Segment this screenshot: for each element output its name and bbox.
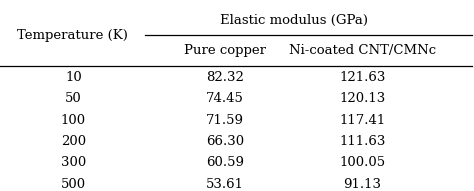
Text: 53.61: 53.61: [206, 178, 244, 191]
Text: 111.63: 111.63: [339, 135, 386, 148]
Text: Ni-coated CNT/CMNc: Ni-coated CNT/CMNc: [289, 44, 436, 57]
Text: 91.13: 91.13: [344, 178, 382, 191]
Text: 300: 300: [61, 156, 86, 169]
Text: 82.32: 82.32: [206, 71, 244, 84]
Text: Pure copper: Pure copper: [184, 44, 266, 57]
Text: 50: 50: [65, 92, 82, 105]
Text: 100.05: 100.05: [339, 156, 386, 169]
Text: 121.63: 121.63: [339, 71, 386, 84]
Text: 74.45: 74.45: [206, 92, 244, 105]
Text: 200: 200: [61, 135, 86, 148]
Text: 117.41: 117.41: [339, 114, 386, 127]
Text: 10: 10: [65, 71, 82, 84]
Text: 500: 500: [61, 178, 86, 191]
Text: 100: 100: [61, 114, 86, 127]
Text: 60.59: 60.59: [206, 156, 244, 169]
Text: 120.13: 120.13: [339, 92, 386, 105]
Text: 71.59: 71.59: [206, 114, 244, 127]
Text: Temperature (K): Temperature (K): [17, 29, 128, 42]
Text: Elastic modulus (GPa): Elastic modulus (GPa): [220, 14, 368, 27]
Text: 66.30: 66.30: [206, 135, 244, 148]
